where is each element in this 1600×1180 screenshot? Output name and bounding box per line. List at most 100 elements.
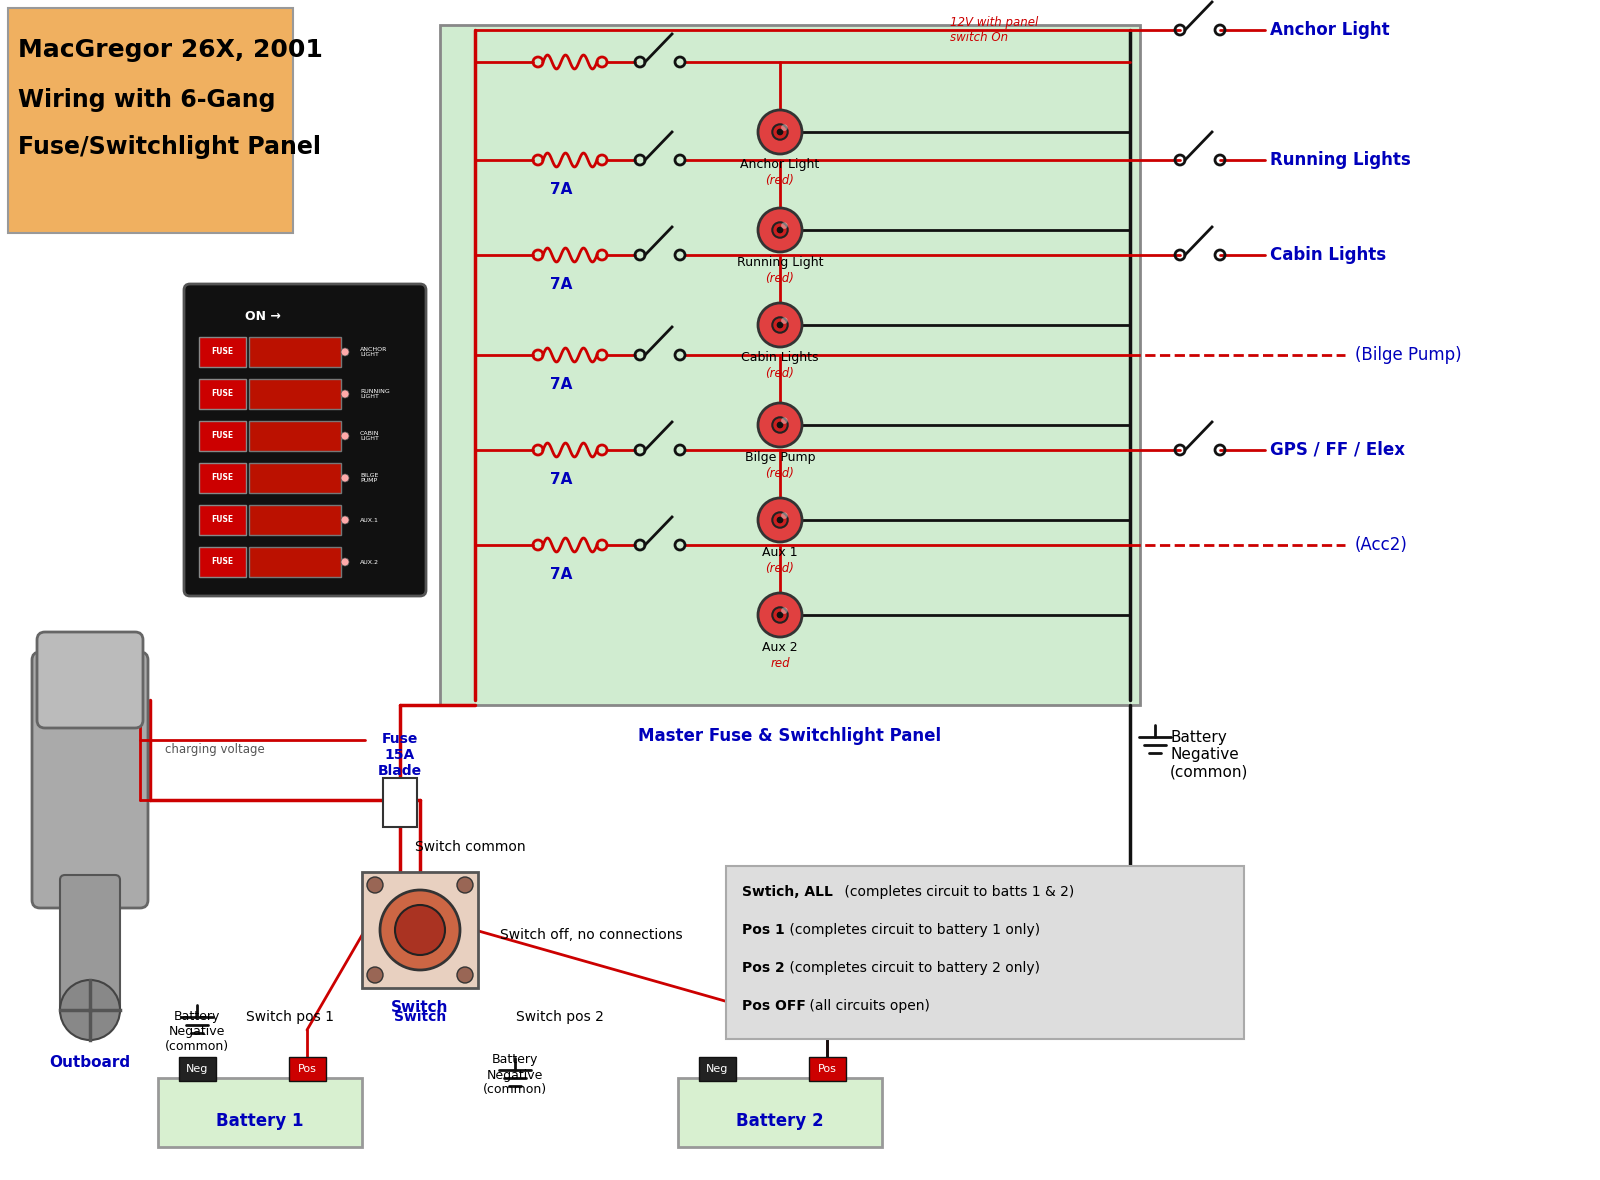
FancyBboxPatch shape [250,337,341,367]
Circle shape [773,317,787,333]
Text: Master Fuse & Switchlight Panel: Master Fuse & Switchlight Panel [638,727,941,745]
Text: Neg: Neg [186,1064,208,1074]
Circle shape [458,966,474,983]
Text: BILGE
PUMP: BILGE PUMP [360,473,378,484]
FancyBboxPatch shape [440,25,1139,704]
Text: Switch pos 1: Switch pos 1 [246,1010,334,1024]
Circle shape [341,474,349,481]
FancyBboxPatch shape [198,463,246,493]
FancyBboxPatch shape [158,1079,362,1147]
Text: red: red [770,657,790,670]
Text: Anchor Light: Anchor Light [1270,21,1390,39]
FancyBboxPatch shape [184,284,426,596]
FancyBboxPatch shape [250,421,341,451]
Text: Battery
Negative
(common): Battery Negative (common) [1170,730,1248,780]
Circle shape [778,228,782,232]
Text: FUSE: FUSE [211,389,234,399]
Text: charging voltage: charging voltage [165,743,264,756]
Text: Cabin Lights: Cabin Lights [1270,245,1386,264]
Text: AUX.2: AUX.2 [360,559,379,564]
Circle shape [778,612,782,617]
Circle shape [366,877,382,893]
Text: Running Light: Running Light [736,256,824,269]
Circle shape [773,512,787,527]
Text: FUSE: FUSE [211,432,234,440]
Text: Pos 2: Pos 2 [742,961,784,975]
FancyBboxPatch shape [8,8,293,232]
Circle shape [758,303,802,347]
FancyBboxPatch shape [61,876,120,1015]
Circle shape [61,981,120,1040]
Text: (red): (red) [765,173,795,186]
Text: 7A: 7A [550,277,573,291]
Circle shape [341,516,349,524]
Text: (Bilge Pump): (Bilge Pump) [1355,346,1462,363]
FancyBboxPatch shape [198,505,246,535]
Text: (red): (red) [765,367,795,380]
Text: (red): (red) [765,562,795,575]
Text: FUSE: FUSE [211,473,234,483]
Circle shape [458,877,474,893]
FancyBboxPatch shape [198,337,246,367]
Text: 7A: 7A [550,568,573,582]
Circle shape [781,222,787,229]
Text: FUSE: FUSE [211,557,234,566]
FancyBboxPatch shape [198,421,246,451]
Text: (completes circuit to battery 2 only): (completes circuit to battery 2 only) [786,961,1040,975]
FancyBboxPatch shape [362,872,478,988]
Text: RUNNING
LIGHT: RUNNING LIGHT [360,388,390,399]
FancyBboxPatch shape [32,653,147,907]
Text: Switch common: Switch common [414,840,526,854]
Text: Switch: Switch [392,999,448,1015]
Text: Running Lights: Running Lights [1270,151,1411,169]
Circle shape [781,512,787,519]
Text: Pos OFF: Pos OFF [742,999,806,1012]
Text: Switch off, no connections: Switch off, no connections [499,927,683,942]
FancyBboxPatch shape [37,632,142,728]
Text: CABIN
LIGHT: CABIN LIGHT [360,431,379,441]
Text: 7A: 7A [550,376,573,392]
Text: 7A: 7A [550,182,573,197]
Text: ANCHOR
LIGHT: ANCHOR LIGHT [360,347,387,358]
Text: Bilge Pump: Bilge Pump [744,451,816,464]
Text: Aux 1: Aux 1 [762,546,798,559]
Text: Pos: Pos [818,1064,837,1074]
Circle shape [781,124,787,131]
Text: Aux 2: Aux 2 [762,641,798,654]
FancyBboxPatch shape [250,463,341,493]
Circle shape [773,418,787,433]
Text: (completes circuit to batts 1 & 2): (completes circuit to batts 1 & 2) [840,885,1074,899]
FancyBboxPatch shape [250,505,341,535]
Circle shape [395,905,445,955]
Circle shape [778,517,782,523]
Text: (red): (red) [765,273,795,286]
Circle shape [758,594,802,637]
Text: Fuse/Switchlight Panel: Fuse/Switchlight Panel [18,135,322,159]
Circle shape [773,608,787,623]
Text: Pos 1: Pos 1 [742,923,784,937]
FancyBboxPatch shape [198,548,246,577]
Circle shape [366,966,382,983]
FancyBboxPatch shape [250,548,341,577]
FancyBboxPatch shape [726,866,1245,1040]
Text: Switch: Switch [394,1010,446,1024]
FancyBboxPatch shape [699,1057,736,1081]
Text: MacGregor 26X, 2001: MacGregor 26X, 2001 [18,38,323,63]
Text: (all circuits open): (all circuits open) [805,999,930,1012]
FancyBboxPatch shape [810,1057,846,1081]
Circle shape [778,130,782,135]
Circle shape [778,322,782,328]
FancyBboxPatch shape [198,379,246,409]
Text: (Acc2): (Acc2) [1355,536,1408,553]
Text: FUSE: FUSE [211,347,234,356]
Text: Outboard: Outboard [50,1055,131,1070]
Text: Wiring with 6-Gang: Wiring with 6-Gang [18,88,275,112]
Circle shape [341,558,349,566]
Text: Anchor Light: Anchor Light [741,158,819,171]
Circle shape [778,422,782,427]
Circle shape [758,404,802,447]
FancyBboxPatch shape [250,379,341,409]
Circle shape [773,222,787,237]
Text: Pos: Pos [298,1064,317,1074]
Circle shape [781,317,787,323]
